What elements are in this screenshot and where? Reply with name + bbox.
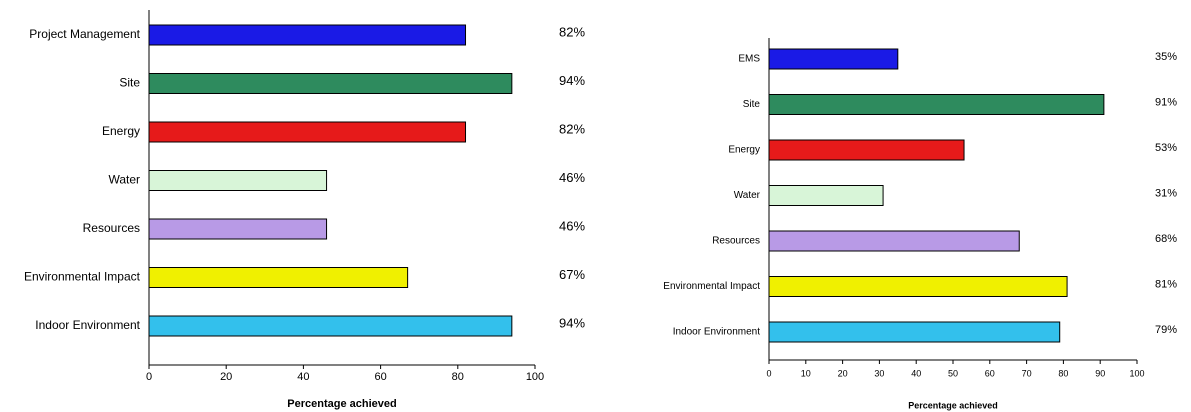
category-label: Indoor Environment: [673, 327, 760, 338]
x-tick-label: 100: [526, 371, 544, 383]
category-label: Site: [743, 99, 761, 110]
value-label: 82%: [559, 121, 585, 136]
bar: [768, 94, 1105, 115]
bar: [148, 170, 328, 191]
x-axis-label: Percentage achieved: [287, 398, 396, 410]
category-label: Water: [108, 173, 140, 187]
value-label: 67%: [559, 267, 585, 282]
bar: [148, 24, 467, 46]
value-label: 53%: [1155, 142, 1177, 154]
value-label: 94%: [559, 73, 585, 88]
value-label: 46%: [559, 218, 585, 233]
bar: [768, 139, 965, 161]
bar: [768, 321, 1061, 343]
x-tick-label: 50: [948, 368, 958, 378]
x-tick-label: 90: [1095, 368, 1105, 378]
bar: [768, 276, 1068, 297]
category-label: Indoor Environment: [35, 318, 140, 332]
value-label: 31%: [1155, 187, 1177, 199]
value-label: 94%: [559, 315, 585, 330]
x-tick-label: 80: [1058, 368, 1068, 378]
x-tick-label: 40: [297, 371, 309, 383]
x-tick-label: 20: [220, 371, 232, 383]
x-tick-label: 80: [452, 371, 464, 383]
bar: [148, 315, 513, 337]
category-label: Environmental Impact: [24, 270, 141, 284]
bar: [148, 121, 467, 143]
x-tick-label: 100: [1129, 368, 1144, 378]
category-label: Project Management: [29, 27, 140, 41]
x-tick-label: 20: [838, 368, 848, 378]
value-label: 68%: [1155, 233, 1177, 245]
x-tick-label: 60: [985, 368, 995, 378]
bar: [768, 185, 884, 206]
category-label: Resources: [83, 221, 140, 235]
value-label: 91%: [1155, 96, 1177, 108]
bar: [148, 267, 409, 288]
value-label: 79%: [1155, 324, 1177, 336]
category-label: Water: [734, 190, 761, 201]
bar: [768, 230, 1020, 252]
category-label: Resources: [712, 236, 760, 247]
value-label: 82%: [559, 24, 585, 39]
bar: [148, 73, 513, 94]
x-tick-label: 30: [874, 368, 884, 378]
x-tick-label: 60: [374, 371, 386, 383]
category-label: Environmental Impact: [663, 281, 760, 292]
category-label: Energy: [102, 124, 140, 138]
category-label: Energy: [728, 145, 760, 156]
x-tick-label: 0: [766, 368, 771, 378]
category-label: EMS: [738, 54, 760, 65]
value-label: 46%: [559, 170, 585, 185]
bar: [768, 48, 899, 70]
category-label: Site: [119, 76, 140, 90]
value-label: 81%: [1155, 278, 1177, 290]
x-axis-label: Percentage achieved: [908, 400, 998, 410]
x-tick-label: 70: [1022, 368, 1032, 378]
x-tick-label: 40: [911, 368, 921, 378]
bar: [148, 218, 328, 240]
x-tick-label: 0: [146, 371, 152, 383]
value-label: 35%: [1155, 51, 1177, 63]
x-tick-label: 10: [801, 368, 811, 378]
